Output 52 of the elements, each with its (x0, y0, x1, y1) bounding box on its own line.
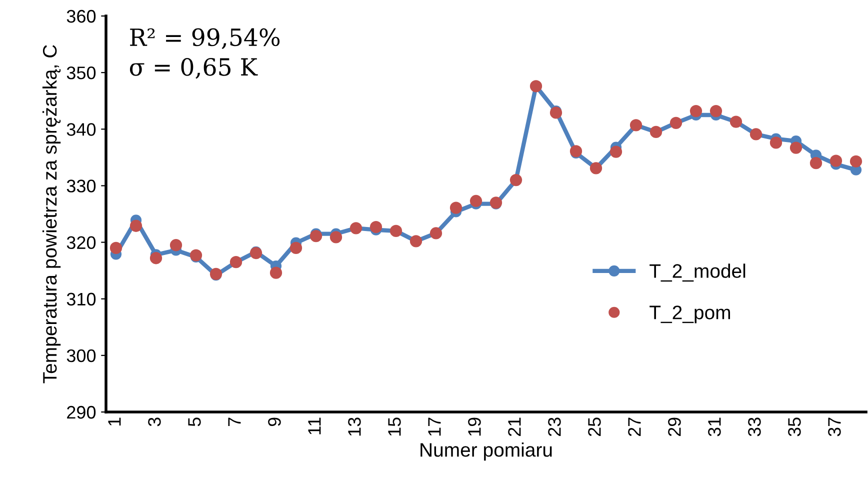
point (150, 252, 162, 264)
point (610, 146, 622, 158)
y-tick-label: 340 (66, 123, 96, 136)
x-tick-label: 27 (628, 418, 641, 436)
legend-label: T_2_model (650, 264, 746, 282)
x-tick-label: 19 (468, 418, 481, 436)
y-tick-label: 290 (67, 406, 96, 419)
x-tick-label: 13 (348, 418, 361, 436)
y-tick-label: 350 (66, 66, 96, 80)
y-tick-label: 310 (66, 292, 96, 306)
y-axis-title: Temperatura powietrza za sprężarką, C (42, 45, 61, 384)
point (170, 239, 182, 252)
x-tick-label: 21 (508, 418, 521, 436)
x-tick-label: 33 (748, 418, 761, 436)
y-tick-label: 300 (66, 349, 96, 362)
point (370, 220, 382, 234)
point (830, 154, 842, 167)
y-tick-label: 320 (66, 236, 96, 250)
x-tick-label: 9 (268, 418, 281, 426)
x-axis-title: Numer pomiaru (420, 442, 552, 461)
x-tick-label: 3 (148, 418, 161, 426)
x-tick-label: 17 (428, 418, 441, 436)
point (450, 202, 462, 214)
point (330, 231, 342, 244)
annotation: R² = 99,54% (130, 28, 280, 50)
x-tick-label: 23 (548, 418, 561, 436)
point (690, 104, 702, 118)
x-tick-label: 11 (308, 418, 321, 434)
y-tick-label: 330 (66, 180, 96, 192)
point (810, 157, 822, 170)
x-tick-label: 15 (388, 418, 401, 436)
point (470, 194, 482, 208)
x-tick-label: 7 (228, 418, 241, 426)
x-tick-label: 35 (788, 418, 801, 436)
point (710, 104, 722, 118)
x-tick-label: 29 (668, 418, 681, 436)
x-tick-label: 1 (108, 418, 121, 426)
x-tick-label: 31 (708, 418, 721, 436)
point (770, 136, 782, 149)
annotation: σ = 0,65 K (130, 58, 258, 79)
legend-label: T_2_pom (650, 306, 730, 324)
y-tick-label: 360 (66, 10, 96, 23)
point (850, 155, 862, 168)
point (270, 266, 282, 279)
point (310, 230, 322, 242)
x-tick-label: 25 (588, 418, 601, 436)
x-tick-label: 37 (828, 418, 841, 436)
point (110, 242, 122, 254)
point (290, 242, 302, 254)
point (130, 220, 142, 232)
x-tick-label: 5 (188, 418, 201, 426)
point (790, 142, 802, 154)
